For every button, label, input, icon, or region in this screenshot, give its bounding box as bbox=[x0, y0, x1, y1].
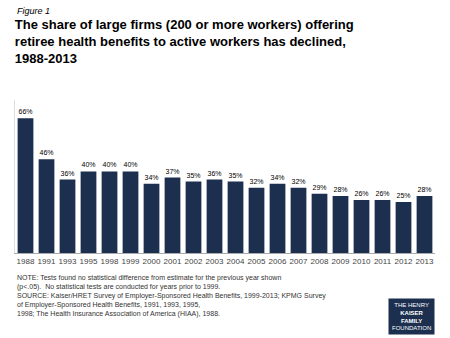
svg-text:32%: 32% bbox=[291, 178, 305, 185]
svg-text:28%: 28% bbox=[417, 186, 431, 193]
svg-text:28%: 28% bbox=[333, 186, 347, 193]
svg-text:2011: 2011 bbox=[374, 257, 392, 266]
svg-text:32%: 32% bbox=[249, 178, 263, 185]
svg-text:1995: 1995 bbox=[80, 257, 98, 266]
svg-text:1988: 1988 bbox=[17, 257, 35, 266]
svg-text:37%: 37% bbox=[165, 168, 179, 175]
svg-text:2012: 2012 bbox=[395, 257, 413, 266]
svg-text:40%: 40% bbox=[102, 161, 116, 168]
svg-text:40%: 40% bbox=[81, 161, 95, 168]
svg-text:1998: 1998 bbox=[101, 257, 119, 266]
svg-text:34%: 34% bbox=[144, 174, 158, 181]
svg-text:The share of large firms (200: The share of large firms (200 or more wo… bbox=[15, 17, 354, 66]
svg-text:2006: 2006 bbox=[269, 257, 287, 266]
svg-text:1993: 1993 bbox=[59, 257, 77, 266]
svg-text:26%: 26% bbox=[354, 190, 368, 197]
svg-text:THE HENRYKAISERFAMILYFOUNDATIO: THE HENRYKAISERFAMILYFOUNDATION bbox=[392, 302, 431, 331]
svg-text:2007: 2007 bbox=[290, 257, 308, 266]
svg-text:36%: 36% bbox=[207, 170, 221, 177]
svg-text:Figure 1: Figure 1 bbox=[17, 6, 50, 16]
svg-text:2003: 2003 bbox=[206, 257, 224, 266]
svg-text:46%: 46% bbox=[39, 149, 53, 156]
svg-text:35%: 35% bbox=[228, 172, 242, 179]
svg-text:1999: 1999 bbox=[122, 257, 140, 266]
svg-text:29%: 29% bbox=[312, 184, 326, 191]
svg-text:2009: 2009 bbox=[332, 257, 350, 266]
svg-text:36%: 36% bbox=[60, 170, 74, 177]
svg-text:NOTE: Tests found no statistic: NOTE: Tests found no statistical differe… bbox=[17, 274, 326, 318]
svg-text:2008: 2008 bbox=[311, 257, 329, 266]
svg-text:2002: 2002 bbox=[185, 257, 203, 266]
svg-text:2005: 2005 bbox=[248, 257, 266, 266]
svg-text:2013: 2013 bbox=[416, 257, 434, 266]
svg-text:66%: 66% bbox=[18, 108, 32, 115]
svg-text:2000: 2000 bbox=[143, 257, 161, 266]
svg-text:40%: 40% bbox=[123, 161, 137, 168]
svg-text:35%: 35% bbox=[186, 172, 200, 179]
svg-text:2004: 2004 bbox=[227, 257, 245, 266]
svg-text:2001: 2001 bbox=[164, 257, 182, 266]
svg-text:26%: 26% bbox=[375, 190, 389, 197]
svg-text:25%: 25% bbox=[396, 192, 410, 199]
svg-text:1991: 1991 bbox=[38, 257, 56, 266]
svg-text:34%: 34% bbox=[270, 174, 284, 181]
svg-text:2010: 2010 bbox=[353, 257, 371, 266]
